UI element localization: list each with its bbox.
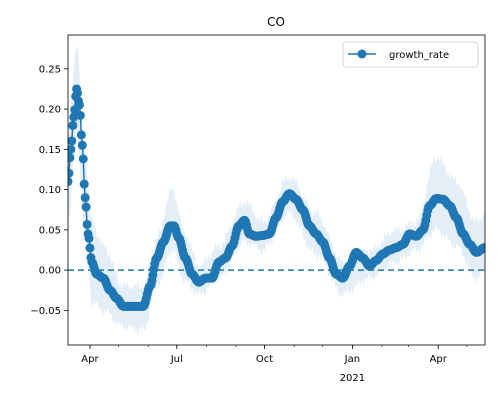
x-tick-year-label: 2021 <box>340 373 365 384</box>
data-point <box>68 168 74 178</box>
x-tick-label: Oct <box>256 354 273 365</box>
uncertainty-band <box>68 45 485 335</box>
data-point <box>74 100 84 110</box>
data-point <box>82 219 92 229</box>
series-line-growth_rate <box>68 88 485 308</box>
data-point <box>78 154 88 164</box>
uncertainty-band-layer <box>68 45 485 335</box>
data-point <box>85 243 95 253</box>
legend: growth_rate <box>342 41 479 68</box>
x-tick-label: Apr <box>430 354 448 365</box>
y-axis: −0.05 0.00 0.05 0.10 0.15 0.20 0.25 <box>30 64 68 317</box>
data-point <box>480 243 485 253</box>
data-point <box>68 120 78 130</box>
y-tick-label: 0.10 <box>39 185 61 196</box>
data-point <box>81 202 91 212</box>
y-tick-label: 0.05 <box>39 225 61 236</box>
data-point <box>68 136 77 146</box>
data-point <box>84 233 94 243</box>
series-marker-layer <box>68 84 485 311</box>
legend-label: growth_rate <box>389 50 449 61</box>
y-tick-label: 0.20 <box>39 105 61 116</box>
chart-title: CO <box>267 15 285 29</box>
data-point <box>76 130 86 140</box>
data-point <box>73 88 83 98</box>
legend-box <box>342 41 479 68</box>
data-point <box>68 153 75 163</box>
data-point <box>77 140 87 150</box>
y-tick-label: −0.05 <box>30 306 61 317</box>
data-point <box>68 177 73 187</box>
x-tick-label: Apr <box>81 354 99 365</box>
data-point <box>75 110 85 120</box>
x-axis: Apr Jul Oct Jan 2021 Apr <box>81 345 468 384</box>
y-tick-label: 0.00 <box>39 266 61 277</box>
y-tick-label: 0.25 <box>39 64 61 75</box>
plot-frame <box>67 34 486 346</box>
series-line-layer <box>68 88 485 308</box>
data-point <box>68 144 76 154</box>
y-tick-label: 0.15 <box>39 145 61 156</box>
data-point <box>79 179 89 189</box>
legend-marker-swatch <box>357 49 367 59</box>
data-point <box>80 193 90 203</box>
x-tick-label: Jul <box>170 354 183 365</box>
x-tick-label: Jan <box>344 354 360 365</box>
